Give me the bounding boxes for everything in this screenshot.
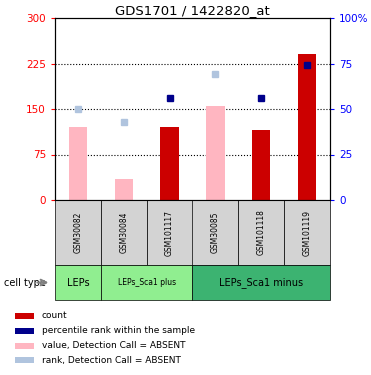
Text: rank, Detection Call = ABSENT: rank, Detection Call = ABSENT <box>42 356 180 365</box>
Bar <box>284 200 330 265</box>
Text: GSM101117: GSM101117 <box>165 210 174 255</box>
Text: cell type: cell type <box>4 278 46 288</box>
Bar <box>55 200 101 265</box>
Text: count: count <box>42 311 67 320</box>
Text: value, Detection Call = ABSENT: value, Detection Call = ABSENT <box>42 341 185 350</box>
Title: GDS1701 / 1422820_at: GDS1701 / 1422820_at <box>115 4 270 17</box>
Bar <box>101 200 147 265</box>
Text: GSM30084: GSM30084 <box>119 212 128 253</box>
Text: GSM101118: GSM101118 <box>257 210 266 255</box>
Bar <box>15 313 35 319</box>
Bar <box>206 106 224 200</box>
Bar <box>147 200 193 265</box>
Bar <box>15 357 35 363</box>
Bar <box>55 265 101 300</box>
Bar <box>298 54 316 200</box>
Bar <box>160 127 179 200</box>
Bar <box>238 200 284 265</box>
Text: GSM101119: GSM101119 <box>303 210 312 255</box>
Bar <box>115 179 133 200</box>
Bar <box>193 265 330 300</box>
Bar <box>101 265 193 300</box>
Bar <box>193 200 238 265</box>
Bar <box>15 328 35 334</box>
Text: GSM30082: GSM30082 <box>73 212 82 253</box>
Bar <box>69 127 87 200</box>
Bar <box>252 130 270 200</box>
Text: LEPs: LEPs <box>67 278 89 288</box>
Text: percentile rank within the sample: percentile rank within the sample <box>42 326 195 335</box>
Text: LEPs_Sca1 minus: LEPs_Sca1 minus <box>219 277 303 288</box>
Text: LEPs_Sca1 plus: LEPs_Sca1 plus <box>118 278 176 287</box>
Bar <box>15 343 35 349</box>
Text: GSM30085: GSM30085 <box>211 212 220 253</box>
